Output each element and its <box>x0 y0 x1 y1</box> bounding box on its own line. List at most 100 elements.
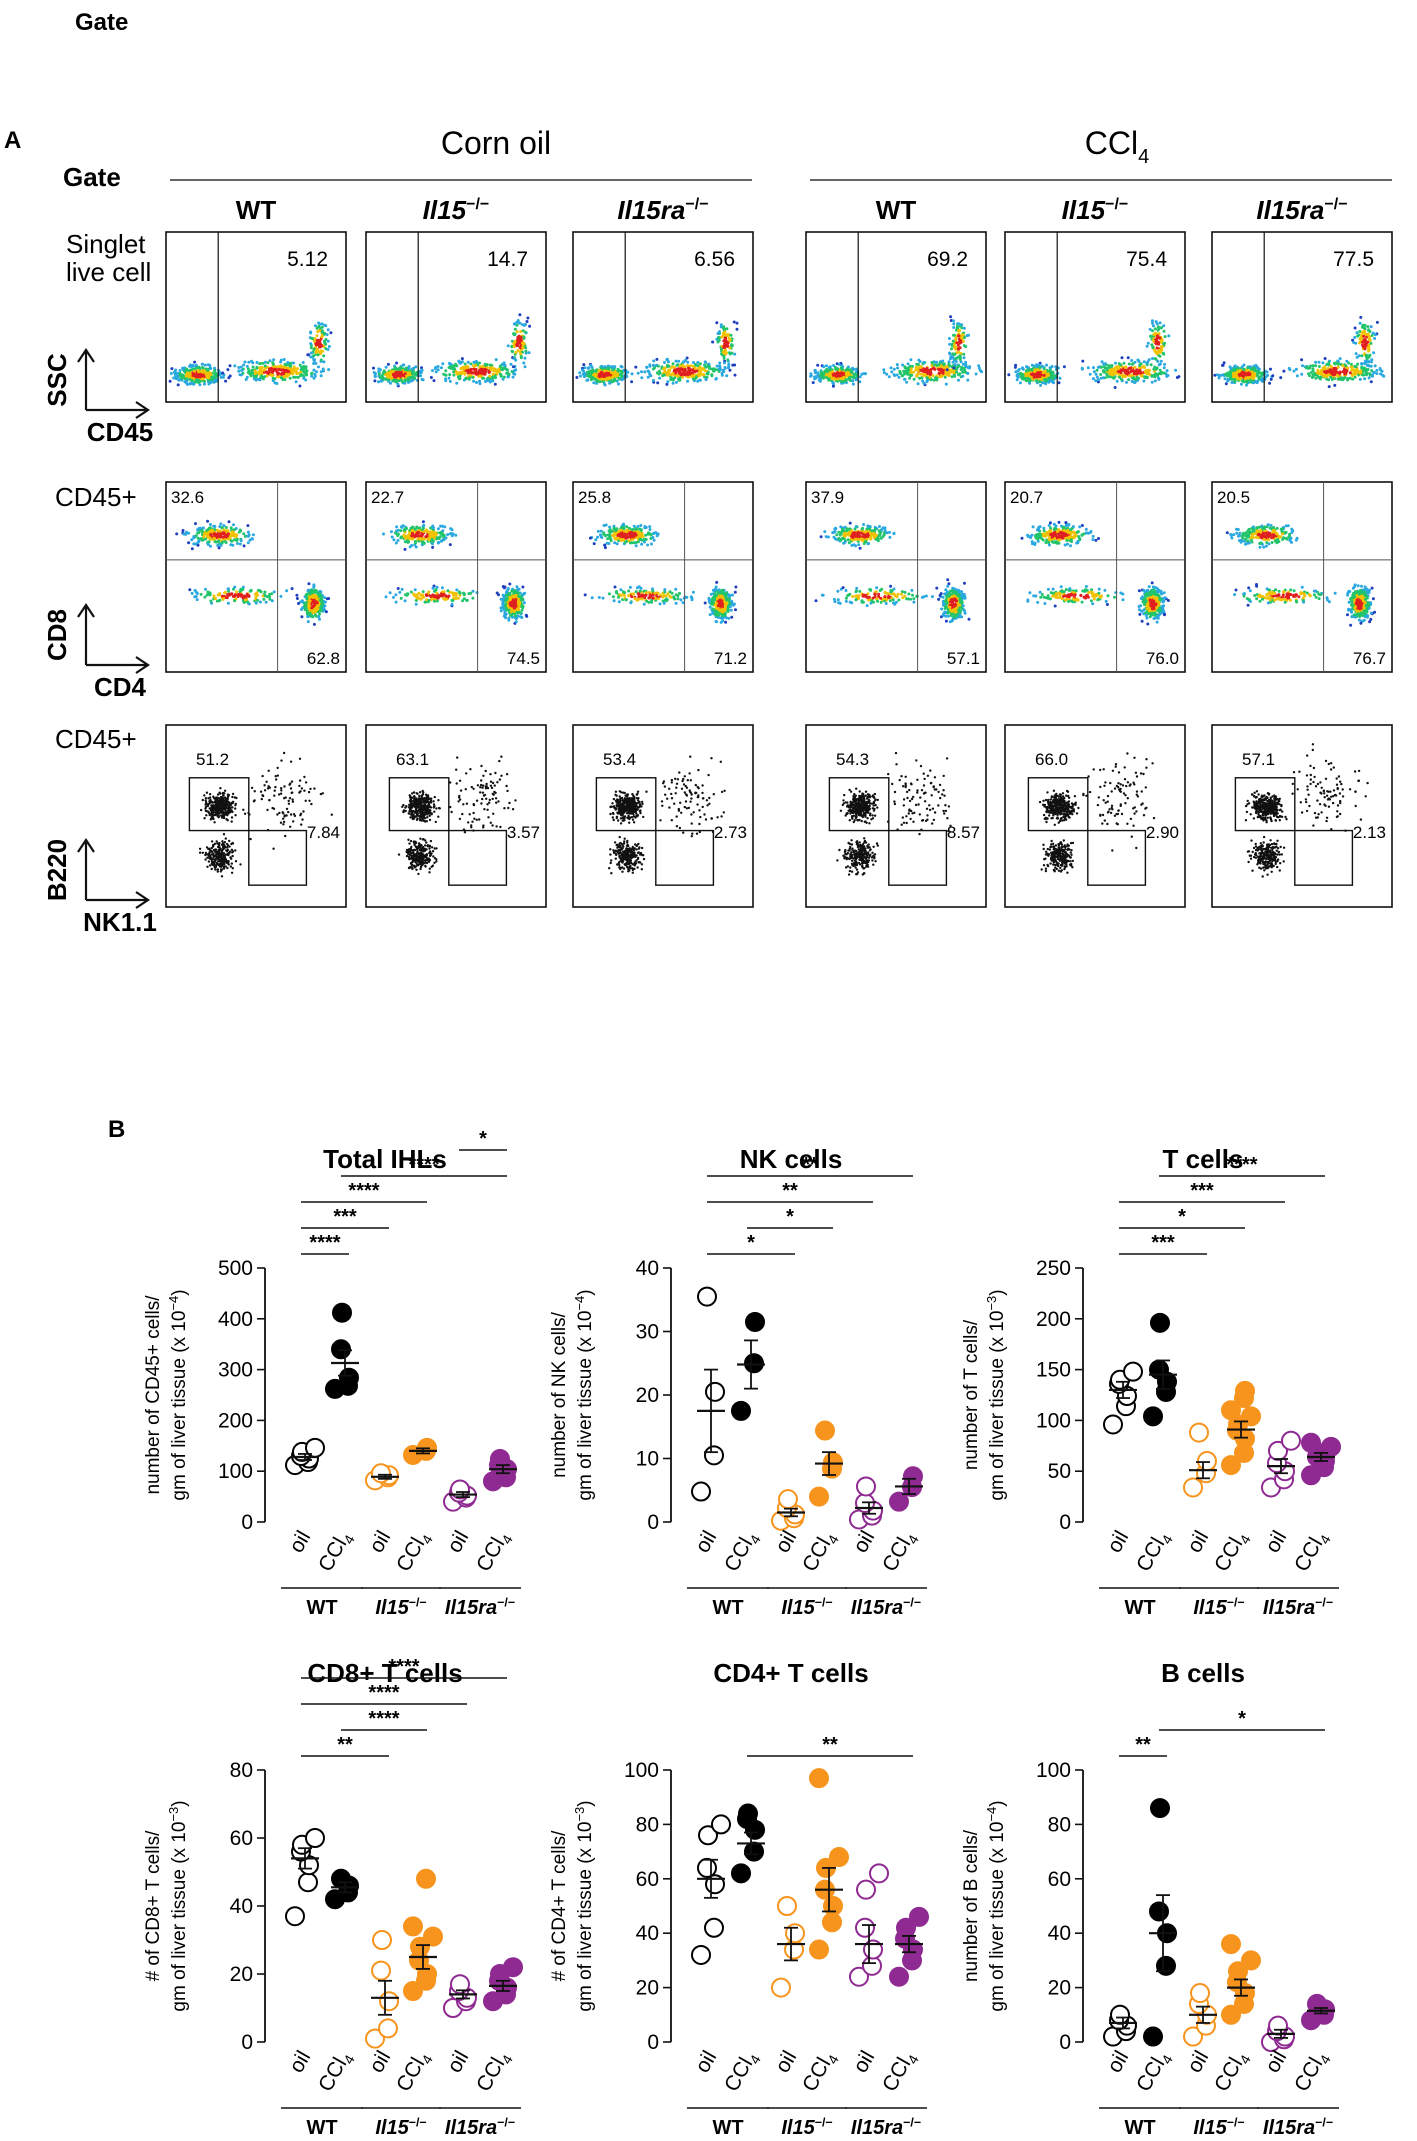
event-dot <box>652 378 655 382</box>
event-dot <box>1111 370 1115 374</box>
event-dot <box>590 365 594 369</box>
event-dot <box>256 598 260 602</box>
event-dot <box>1361 340 1364 344</box>
event-dot <box>848 368 852 372</box>
event-dot <box>1382 374 1386 378</box>
event-dot <box>524 330 527 334</box>
event-dot <box>268 597 272 601</box>
event-dot <box>673 368 676 372</box>
event-dot <box>312 599 316 603</box>
event-dot <box>284 366 288 370</box>
event-dot <box>1368 353 1372 357</box>
event-dot <box>595 373 598 376</box>
event-dot <box>909 374 913 378</box>
event-dot <box>483 367 487 371</box>
event-dot <box>1355 355 1359 359</box>
event-dot <box>939 364 943 368</box>
event-dot <box>1224 382 1228 386</box>
event-dot <box>825 370 829 374</box>
event-dot <box>1372 351 1376 355</box>
treatment-ccl4-text: CCl <box>1085 125 1138 161</box>
event-dot <box>1100 360 1104 364</box>
event-dot <box>1352 341 1356 344</box>
event-dot <box>441 362 445 366</box>
event-dot <box>656 381 660 385</box>
event-dot <box>261 377 265 381</box>
event-dot <box>444 379 448 383</box>
event-dot <box>968 365 972 369</box>
event-dot <box>248 589 252 593</box>
event-dot <box>1247 376 1251 380</box>
event-dot <box>402 363 406 367</box>
event-dot <box>1362 373 1366 377</box>
event-dot <box>250 537 254 541</box>
event-dot <box>1122 361 1126 365</box>
event-dot <box>411 531 414 535</box>
event-dot <box>848 375 852 379</box>
event-dot <box>271 376 275 380</box>
event-dot <box>307 602 311 606</box>
event-dot <box>288 376 292 380</box>
gate-value: 69.2 <box>927 248 968 271</box>
event-dot <box>325 333 329 337</box>
event-dot <box>447 376 451 380</box>
event-dot <box>952 326 956 329</box>
event-dot <box>590 371 594 375</box>
event-dot <box>192 369 196 373</box>
event-dot <box>511 365 515 369</box>
event-dot <box>246 524 250 528</box>
event-dot <box>1244 376 1248 380</box>
event-dot <box>211 376 215 380</box>
event-dot <box>212 524 216 528</box>
event-dot <box>961 362 965 366</box>
event-dot <box>1311 369 1315 373</box>
event-dot <box>258 600 262 604</box>
event-dot <box>1014 370 1018 374</box>
event-dot <box>683 373 687 377</box>
event-dot <box>665 357 669 361</box>
event-dot <box>295 597 299 600</box>
event-dot <box>1132 369 1136 373</box>
event-dot <box>213 369 216 372</box>
event-dot <box>614 372 618 375</box>
event-dot <box>667 364 671 368</box>
event-dot <box>227 376 231 380</box>
event-dot <box>408 532 412 536</box>
event-dot <box>955 341 959 345</box>
event-dot <box>1035 363 1039 367</box>
event-dot <box>1348 371 1352 375</box>
event-dot <box>1230 381 1234 384</box>
event-dot <box>512 341 516 345</box>
event-dot <box>1152 333 1156 336</box>
event-dot <box>197 380 201 384</box>
event-dot <box>935 363 939 367</box>
event-dot <box>397 374 400 378</box>
event-dot <box>178 371 182 375</box>
event-dot <box>1358 330 1362 333</box>
event-dot <box>658 376 662 380</box>
event-dot <box>299 368 303 372</box>
event-dot <box>819 370 823 374</box>
gate-label: CD45+ <box>55 482 137 512</box>
event-dot <box>611 365 615 369</box>
event-dot <box>716 340 720 344</box>
event-dot <box>196 543 200 547</box>
event-dot <box>1155 334 1159 338</box>
event-dot <box>407 376 411 380</box>
flow-plot: 5.12 <box>165 231 347 403</box>
event-dot <box>299 370 303 374</box>
event-dot <box>232 534 236 538</box>
event-dot <box>283 378 287 381</box>
event-dot <box>675 380 678 384</box>
event-dot <box>302 367 306 371</box>
event-dot <box>194 363 198 367</box>
event-dot <box>439 531 443 535</box>
event-dot <box>298 384 302 388</box>
event-dot <box>184 530 188 534</box>
event-dot <box>412 366 416 370</box>
event-dot <box>247 594 251 598</box>
flow-plot: 32.662.8 <box>165 481 347 673</box>
event-dot <box>930 364 934 368</box>
event-dot <box>1363 327 1367 331</box>
event-dot <box>649 374 653 378</box>
